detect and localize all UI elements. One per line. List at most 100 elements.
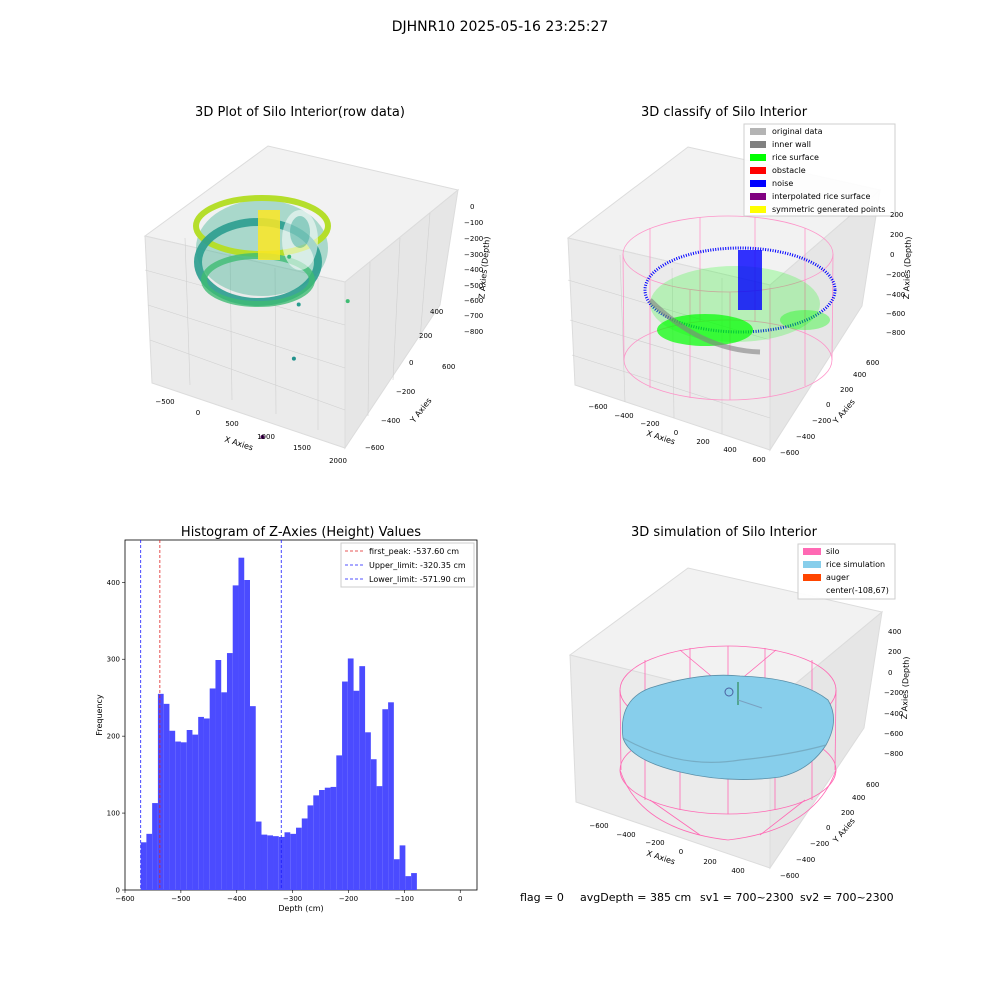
hist-bar: [307, 805, 314, 890]
cls-x-tick: 400: [723, 446, 736, 454]
hist-bar: [261, 834, 268, 890]
sim-x-ticks: −600 −400 −200 0 200 400: [589, 822, 744, 875]
classify-legend-swatch: [750, 206, 766, 213]
raw-outlier-point: [260, 435, 265, 439]
classify-legend-swatch: [750, 193, 766, 200]
raw-x-ticks: −500 0 500 1000 1500 2000: [155, 398, 347, 465]
raw-y-label: Y Axies: [408, 396, 434, 425]
raw-z-tick: −400: [464, 266, 483, 274]
hist-bar: [388, 702, 394, 890]
hist-x-tick-label: −400: [227, 895, 246, 903]
sim-x-tick: 400: [731, 867, 744, 875]
cls-y-tick: −200: [812, 417, 831, 425]
hist-bars: [140, 557, 417, 890]
sim-y-tick: 0: [826, 824, 830, 832]
hist-x-tick-label: −100: [395, 895, 414, 903]
footer-flag: flag = 0: [520, 891, 564, 904]
raw-z-tick: −800: [464, 328, 483, 336]
legend-lower-limit: Lower_limit: -571.90 cm: [369, 575, 466, 584]
hist-bar: [163, 703, 170, 890]
sim-rice-surface: [621, 674, 834, 780]
classify-y-ticks: −600 −400 −200 0 200 400 600: [780, 359, 879, 457]
hist-bar: [175, 741, 181, 890]
raw-point-cloud: [193, 195, 331, 307]
raw-z-tick: −600: [464, 297, 483, 305]
raw-z-tick: −100: [464, 219, 483, 227]
hist-bar: [370, 759, 377, 890]
sim-x-label: X Axies: [645, 849, 676, 867]
hist-x-tick-label: −600: [115, 895, 134, 903]
classify-points: [643, 246, 837, 355]
sim-z-tick: −800: [884, 750, 903, 758]
cls-z-tick: 200: [890, 231, 903, 239]
raw-y-tick: −600: [365, 444, 384, 452]
legend-original-data: original data: [772, 127, 823, 136]
hist-bar: [152, 803, 158, 890]
classify-legend-swatch: [750, 141, 766, 148]
raw-y-tick: −200: [396, 388, 415, 396]
sim-x-tick: 0: [679, 848, 683, 856]
legend-interpolated: interpolated rice surface: [772, 192, 870, 201]
hist-bar: [313, 795, 320, 890]
hist-x-tick-label: −500: [171, 895, 190, 903]
hist-bar: [411, 873, 417, 890]
raw-z-tick: −300: [464, 251, 483, 259]
hist-bar: [359, 666, 366, 890]
hist-bar: [353, 690, 360, 890]
hist-y-tick-label: 300: [107, 656, 120, 664]
raw-y-ticks: −600 −400 −200 0 200 400 600: [365, 308, 455, 452]
hist-y-tick-label: 200: [107, 733, 120, 741]
hist-bar: [267, 835, 274, 890]
raw-outlier-point: [291, 356, 296, 361]
raw-title: 3D Plot of Silo Interior(row data): [195, 105, 405, 120]
legend-rice-simulation: rice simulation: [826, 560, 885, 569]
cls-z-tick: −800: [886, 329, 905, 337]
panel-simulation: 3D simulation of Silo Interior: [568, 525, 911, 880]
hist-bar: [221, 692, 227, 890]
hist-y-tick-label: 400: [107, 579, 120, 587]
footer-sv1: sv1 = 700~2300: [700, 891, 794, 904]
raw-outlier-points: [260, 254, 350, 439]
raw-z-tick: −700: [464, 312, 483, 320]
hist-x-tick-label: −300: [283, 895, 302, 903]
sim-title: 3D simulation of Silo Interior: [631, 525, 818, 540]
cls-y-tick: 600: [866, 359, 879, 367]
raw-x-label: X Axies: [223, 435, 254, 453]
hist-bar: [290, 833, 297, 890]
sim-z-tick: −200: [884, 689, 903, 697]
legend-noise: noise: [772, 179, 793, 188]
classify-title: 3D classify of Silo Interior: [641, 105, 808, 120]
footer-sv2: sv2 = 700~2300: [800, 891, 894, 904]
hist-reference-lines: [140, 540, 282, 890]
hist-bar: [180, 742, 187, 890]
classify-legend-swatch: [750, 154, 766, 161]
sim-legend: silo rice simulation auger center(-108,6…: [797, 543, 896, 600]
hist-bar: [405, 876, 412, 890]
raw-y-tick: 600: [442, 363, 455, 371]
sim-y-tick: 600: [866, 781, 879, 789]
raw-x-tick: 2000: [329, 457, 347, 465]
hist-bar: [215, 660, 222, 890]
legend-auger: auger: [826, 573, 850, 582]
classify-legend-swatch: [750, 128, 766, 135]
raw-y-tick: 200: [419, 332, 432, 340]
hist-y-tick-label: 100: [107, 810, 120, 818]
raw-z-tick: −500: [464, 282, 483, 290]
hist-bar: [244, 580, 250, 890]
cls-z-tick: 200: [890, 211, 903, 219]
cls-x-tick: 600: [752, 456, 765, 464]
classify-x-label: X Axies: [645, 429, 676, 447]
hist-bar: [330, 786, 337, 890]
cls-z-tick: −400: [886, 291, 905, 299]
sim-y-tick: −600: [780, 872, 799, 880]
cls-x-tick: 200: [696, 438, 709, 446]
panel-classify: 3D classify of Silo Interior: [566, 105, 913, 464]
classify-legend: original data inner wall rice surface ob…: [743, 123, 896, 217]
sim-y-tick: 200: [841, 809, 854, 817]
cls-y-tick: −600: [780, 449, 799, 457]
sim-legend-swatch: [803, 561, 821, 568]
raw-outlier-point: [345, 299, 350, 304]
sim-y-label: Y Axies: [831, 816, 857, 845]
raw-y-tick: −400: [381, 417, 400, 425]
raw-y-tick: 0: [409, 359, 413, 367]
